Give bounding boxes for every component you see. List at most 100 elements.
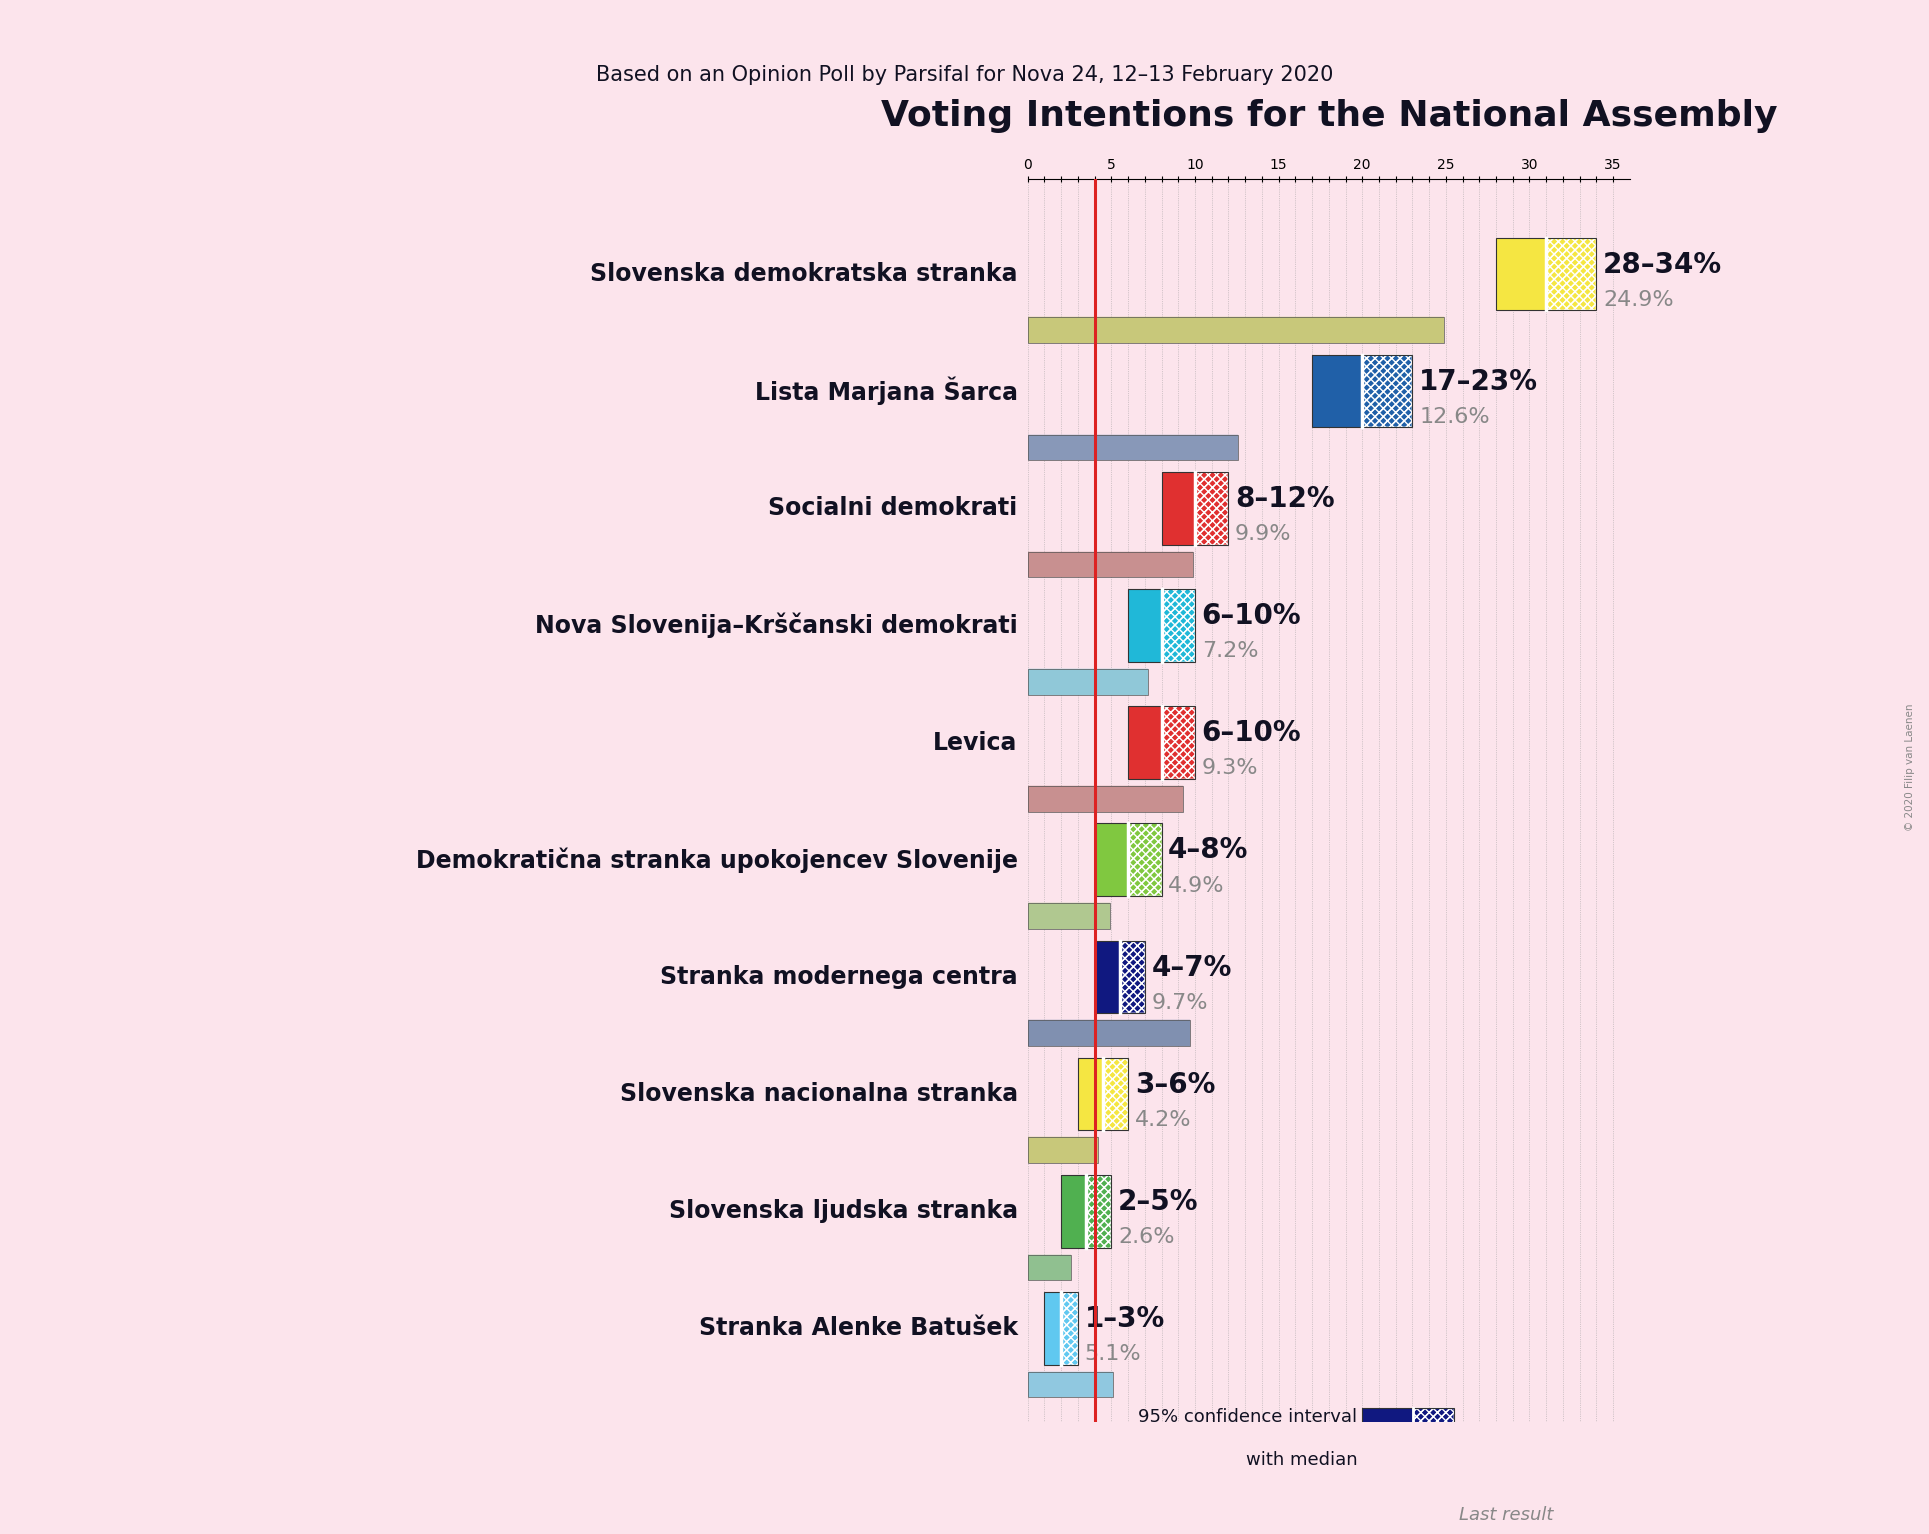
Bar (1028, 318, 1445, 344)
Bar (1194, 472, 1229, 545)
Text: 12.6%: 12.6% (1420, 407, 1489, 426)
Bar (1362, 354, 1412, 428)
Bar (1028, 552, 1194, 577)
Bar (1086, 1175, 1111, 1247)
Bar (1194, 472, 1229, 545)
Bar (1078, 1058, 1128, 1131)
Bar (1312, 354, 1362, 428)
Bar (1061, 1292, 1078, 1365)
Bar (1028, 552, 1194, 577)
Text: 3–6%: 3–6% (1134, 1071, 1215, 1098)
Bar (1412, 1408, 1454, 1470)
Bar (1161, 589, 1194, 661)
Text: 17–23%: 17–23% (1420, 368, 1537, 396)
Text: 4.2%: 4.2% (1134, 1109, 1192, 1131)
Bar (1044, 1292, 1061, 1365)
Bar (1362, 1408, 1412, 1470)
Bar (1028, 1255, 1071, 1281)
Text: 95% confidence interval: 95% confidence interval (1138, 1408, 1358, 1427)
Text: 4–7%: 4–7% (1152, 954, 1233, 982)
Bar (1103, 1058, 1128, 1131)
Bar (1161, 472, 1194, 545)
Text: © 2020 Filip van Laenen: © 2020 Filip van Laenen (1906, 703, 1915, 831)
Bar (1497, 238, 1547, 310)
Text: 9.7%: 9.7% (1152, 992, 1208, 1012)
Text: Socialni demokrati: Socialni demokrati (768, 497, 1019, 520)
Text: Based on an Opinion Poll by Parsifal for Nova 24, 12–13 February 2020: Based on an Opinion Poll by Parsifal for… (596, 64, 1333, 86)
Text: 1–3%: 1–3% (1084, 1305, 1165, 1333)
Bar (1161, 589, 1194, 661)
Bar (1412, 1408, 1454, 1470)
Bar (1094, 940, 1119, 1014)
Text: 7.2%: 7.2% (1202, 641, 1258, 661)
Bar (1103, 1058, 1128, 1131)
Bar (1161, 706, 1194, 779)
Bar (1086, 1175, 1111, 1247)
Bar (1128, 589, 1194, 661)
Text: 2–5%: 2–5% (1119, 1187, 1198, 1216)
Bar (1094, 824, 1128, 896)
Text: 6–10%: 6–10% (1202, 719, 1302, 747)
Bar (1028, 669, 1148, 695)
Bar (1362, 1500, 1454, 1529)
Bar (1028, 1020, 1190, 1046)
Text: 4.9%: 4.9% (1169, 876, 1225, 896)
Text: Levica: Levica (934, 730, 1019, 755)
Bar (1028, 904, 1109, 930)
Bar (1119, 940, 1144, 1014)
Bar (1362, 1500, 1454, 1529)
Bar (1028, 904, 1109, 930)
Bar (1128, 706, 1161, 779)
Bar (1161, 589, 1194, 661)
Text: 9.9%: 9.9% (1235, 525, 1292, 545)
Bar (1497, 238, 1597, 310)
Bar (1312, 354, 1412, 428)
Bar (1061, 1175, 1111, 1247)
Text: Stranka Alenke Batušek: Stranka Alenke Batušek (698, 1316, 1019, 1341)
Bar (1061, 1292, 1078, 1365)
Text: 6–10%: 6–10% (1202, 603, 1302, 630)
Text: Slovenska ljudska stranka: Slovenska ljudska stranka (669, 1200, 1019, 1223)
Bar (1128, 824, 1161, 896)
Bar (1362, 354, 1412, 428)
Bar (1161, 706, 1194, 779)
Bar (1128, 706, 1194, 779)
Bar (1094, 824, 1161, 896)
Text: Nova Slovenija–Krščanski demokrati: Nova Slovenija–Krščanski demokrati (534, 612, 1019, 638)
Bar (1128, 589, 1161, 661)
Bar (1028, 552, 1194, 577)
Text: Slovenska nacionalna stranka: Slovenska nacionalna stranka (619, 1081, 1019, 1106)
Bar (1078, 1058, 1103, 1131)
Text: Stranka modernega centra: Stranka modernega centra (660, 965, 1019, 989)
Bar (1119, 940, 1144, 1014)
Bar (1028, 1371, 1113, 1397)
Bar (1028, 785, 1182, 811)
Bar (1028, 1371, 1113, 1397)
Bar (1028, 1137, 1098, 1163)
Bar (1061, 1175, 1086, 1247)
Bar (1028, 1020, 1190, 1046)
Bar (1028, 785, 1182, 811)
Bar (1547, 238, 1597, 310)
Text: 8–12%: 8–12% (1235, 485, 1335, 512)
Bar (1161, 706, 1194, 779)
Bar (1028, 434, 1238, 460)
Bar (1094, 940, 1144, 1014)
Text: Demokratična stranka upokojencev Slovenije: Demokratična stranka upokojencev Sloveni… (415, 847, 1019, 873)
Bar (1086, 1175, 1111, 1247)
Text: Lista Marjana Šarca: Lista Marjana Šarca (754, 377, 1019, 405)
Bar (1194, 472, 1229, 545)
Bar (1028, 1137, 1098, 1163)
Text: 9.3%: 9.3% (1202, 758, 1258, 778)
Bar (1028, 904, 1109, 930)
Bar (1128, 824, 1161, 896)
Bar (1028, 434, 1238, 460)
Bar (1028, 434, 1238, 460)
Title: Voting Intentions for the National Assembly: Voting Intentions for the National Assem… (880, 100, 1777, 133)
Bar (1362, 1500, 1454, 1529)
Text: 4–8%: 4–8% (1169, 836, 1248, 864)
Bar (1028, 669, 1148, 695)
Bar (1547, 238, 1597, 310)
Text: Last result: Last result (1458, 1505, 1553, 1523)
Bar (1119, 940, 1144, 1014)
